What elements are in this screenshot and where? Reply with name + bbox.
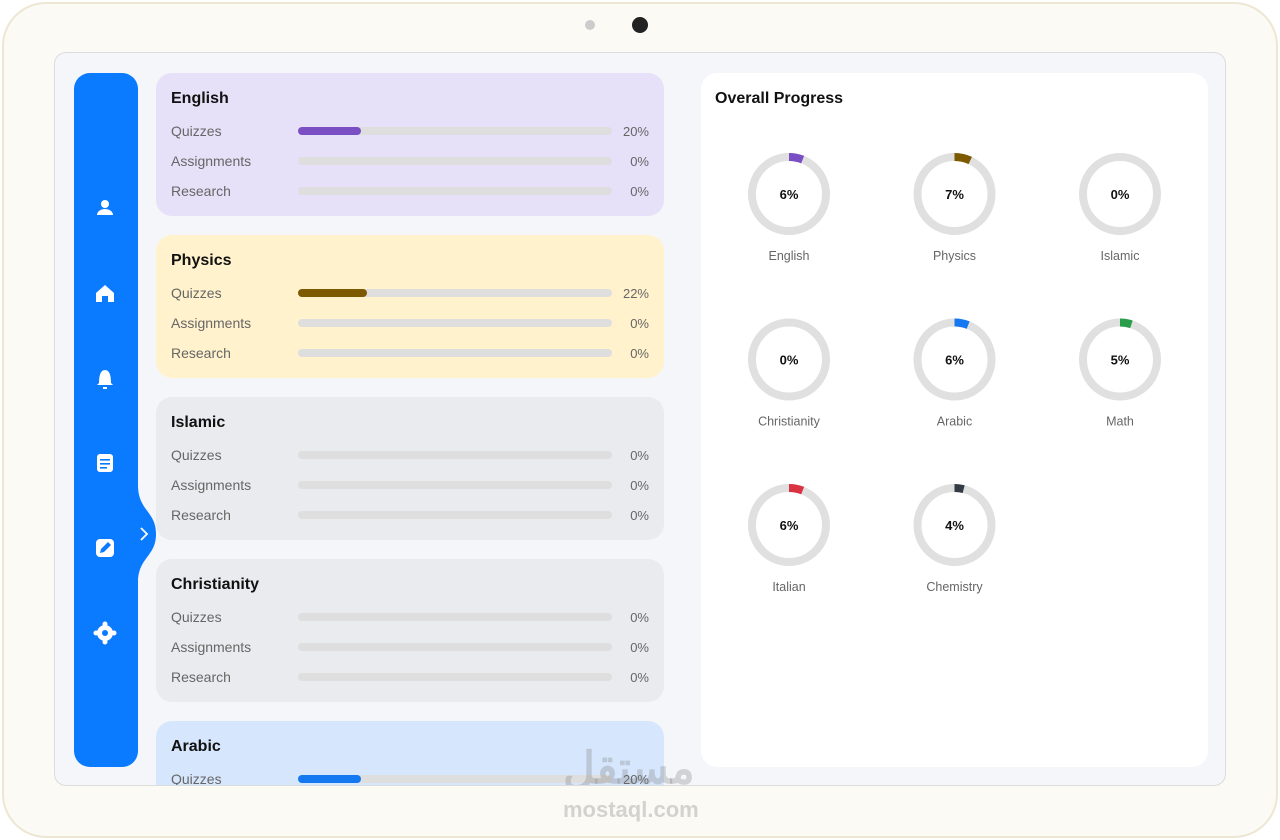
profile-icon[interactable] (97, 200, 113, 215)
row-label: Quizzes (171, 447, 222, 463)
progress-track (298, 319, 612, 327)
row-percent: 0% (630, 154, 649, 169)
chevron[interactable] (140, 527, 149, 541)
watermark-latin: mostaql.com (563, 797, 699, 822)
donut-track (748, 318, 830, 401)
sidebar-bg (74, 73, 138, 767)
donut-label: Italian (772, 580, 805, 594)
donut-label: Christianity (758, 415, 821, 429)
donut-arc (1079, 318, 1161, 401)
row-percent: 0% (630, 316, 649, 331)
watermark-arabic: مستقل (563, 744, 695, 786)
row-percent: 0% (630, 448, 649, 463)
donut-value: 4% (945, 518, 964, 533)
progress-track (298, 613, 612, 621)
row-percent: 0% (630, 670, 649, 685)
row-percent: 0% (630, 184, 649, 199)
settings-icon[interactable] (93, 621, 117, 645)
donut-label: English (769, 249, 810, 263)
progress-bar (298, 289, 368, 297)
overall-panel: Overall Progress 6% English 7% Physics 0% Isl… (701, 73, 1208, 767)
screen: English Quizzes 20% Assignments 0% Research 0%… (54, 52, 1226, 786)
subject-title: Physics (171, 252, 232, 269)
progress-bar (298, 127, 361, 135)
row-label: Research (171, 669, 231, 685)
donut-arc (913, 484, 996, 566)
row-percent: 22% (622, 286, 649, 301)
row-label: Assignments (171, 315, 252, 331)
progress-track (298, 775, 612, 783)
donut-value: 6% (945, 353, 964, 368)
donut-label: Math (1106, 415, 1134, 429)
document-icon[interactable] (97, 454, 113, 472)
home-icon[interactable] (96, 285, 114, 302)
row-label: Quizzes (171, 609, 222, 625)
progress-track (298, 673, 612, 681)
sensor (585, 20, 595, 30)
donut-value: 0% (1111, 187, 1130, 202)
donut-value: 6% (780, 518, 799, 533)
row-label: Research (171, 183, 231, 199)
row-label: Assignments (171, 477, 252, 493)
row-percent: 0% (630, 478, 649, 493)
donut-value: 5% (1111, 353, 1130, 368)
donut-label: Arabic (937, 415, 972, 429)
subject-title: English (171, 90, 229, 107)
progress-track (298, 157, 612, 165)
donut-value: 0% (780, 353, 799, 368)
donut-arc (748, 153, 830, 235)
progress-bar (298, 775, 361, 783)
progress-track (298, 187, 612, 195)
donut-label: Chemistry (926, 580, 983, 594)
subject-title: Islamic (171, 414, 226, 431)
donut-grid: 6% English 7% Physics 0% Islamic 0% Christianit… (748, 153, 1161, 594)
progress-track (298, 481, 612, 489)
row-percent: 0% (630, 346, 649, 361)
donut-track (1079, 153, 1161, 235)
row-label: Research (171, 507, 231, 523)
row-label: Assignments (171, 639, 252, 655)
donut-value: 6% (780, 187, 799, 202)
subject-card: Islamic Quizzes 0% Assignments 0% Research 0% (156, 397, 664, 540)
sidebar (74, 73, 156, 767)
subject-card: Christianity Quizzes 0% Assignments 0% Resear… (156, 559, 664, 702)
donut-arc (913, 318, 996, 401)
progress-track (298, 349, 612, 357)
panel-title: Overall Progress (715, 90, 844, 107)
progress-track (298, 127, 612, 135)
donut-label: Islamic (1101, 249, 1140, 263)
row-percent: 20% (622, 772, 649, 786)
donut-value: 7% (945, 187, 964, 202)
subject-title: Christianity (171, 576, 260, 593)
row-label: Quizzes (171, 285, 222, 301)
subject-card: Arabic Quizzes 20% (156, 721, 664, 786)
row-percent: 20% (622, 124, 649, 139)
subject-title: Arabic (171, 738, 221, 755)
progress-track (298, 289, 612, 297)
camera (632, 17, 648, 33)
donut-arc (748, 484, 830, 566)
subject-card: English Quizzes 20% Assignments 0% Research 0% (156, 73, 664, 216)
row-label: Quizzes (171, 123, 222, 139)
progress-track (298, 451, 612, 459)
subject-card: Physics Quizzes 22% Assignments 0% Research 0% (156, 235, 664, 378)
row-percent: 0% (630, 640, 649, 655)
edit-icon[interactable] (96, 539, 114, 557)
row-percent: 0% (630, 610, 649, 625)
progress-track (298, 511, 612, 519)
progress-track (298, 643, 612, 651)
donut-arc (913, 153, 996, 235)
row-label: Assignments (171, 153, 252, 169)
row-label: Research (171, 345, 231, 361)
row-label: Quizzes (171, 771, 222, 786)
bell-icon[interactable] (97, 370, 113, 389)
donut-label: Physics (933, 249, 976, 263)
row-percent: 0% (630, 508, 649, 523)
